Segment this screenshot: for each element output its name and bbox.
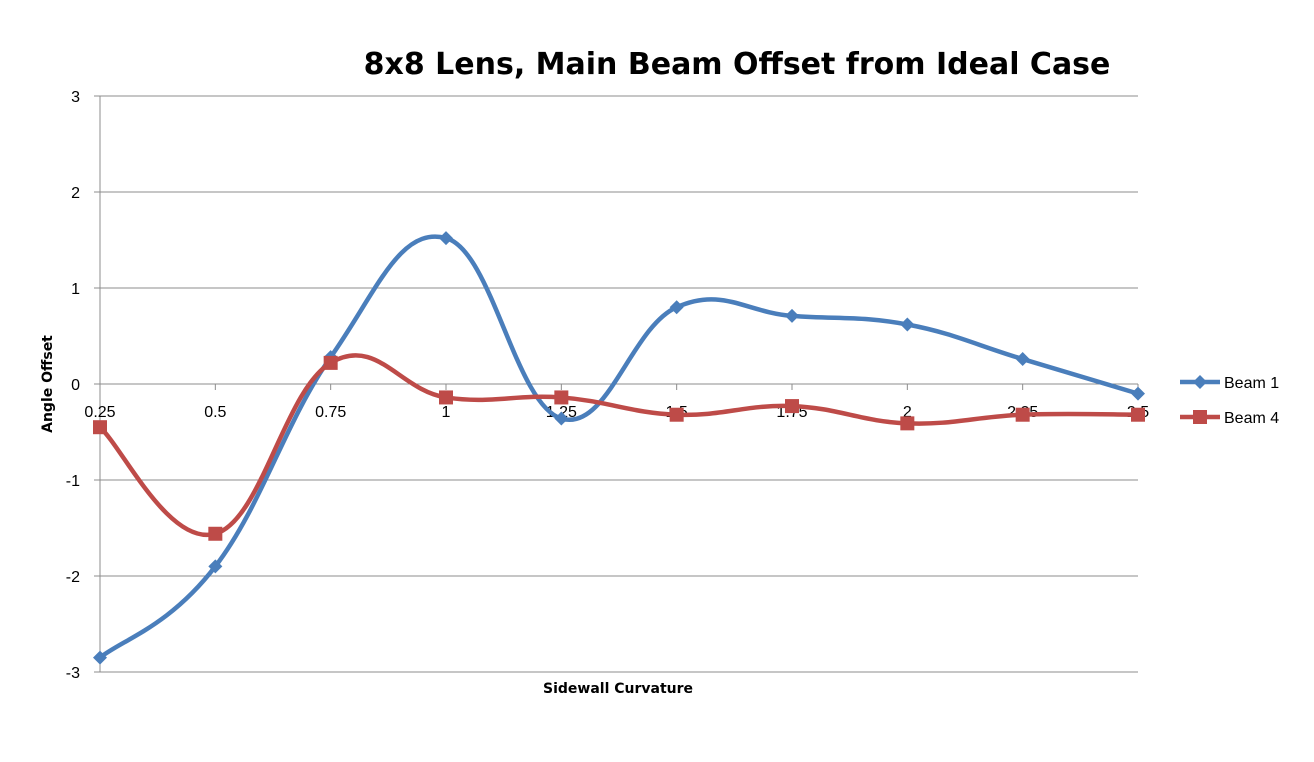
- y-tick-label: -1: [66, 473, 80, 490]
- data-point-beam-4: [1015, 407, 1030, 422]
- y-tick-label: 0: [71, 377, 80, 394]
- data-point-beam-1: [93, 650, 107, 665]
- x-tick-label: 0.5: [204, 404, 226, 421]
- data-point-beam-4: [785, 399, 799, 414]
- series-line-beam-1: [97, 234, 1141, 660]
- data-point-beam-1: [785, 308, 799, 323]
- data-point-beam-1: [439, 231, 453, 246]
- x-tick-label: 2: [903, 404, 912, 421]
- y-tick-label: 3: [71, 89, 80, 106]
- chart-title: 8x8 Lens, Main Beam Offset from Ideal Ca…: [364, 47, 1111, 82]
- legend-marker-beam-4: [1193, 410, 1207, 424]
- data-point-beam-4: [1131, 407, 1145, 422]
- data-point-beam-4: [93, 420, 107, 435]
- data-point-beam-1: [1131, 386, 1145, 401]
- legend-item-beam-4: Beam 4: [1180, 410, 1279, 427]
- gridlines: [94, 95, 1139, 673]
- series-lines: [97, 234, 1141, 660]
- data-point-beam-4: [439, 390, 453, 405]
- y-axis-label: Angle Offset: [40, 335, 56, 433]
- data-point-beam-4: [323, 355, 338, 370]
- data-point-beam-4: [900, 416, 915, 431]
- data-point-beam-1: [554, 411, 569, 426]
- y-tick-label: -3: [66, 665, 80, 682]
- x-tick-label: 1: [442, 404, 451, 421]
- x-tick-label: 0.25: [84, 404, 115, 421]
- data-point-beam-1: [1015, 352, 1030, 367]
- series-markers: [93, 231, 1145, 665]
- y-tick-labels: 3 2 1 0 -1 -2 -3: [66, 89, 80, 682]
- data-point-beam-4: [554, 390, 569, 405]
- legend-item-beam-1: Beam 1: [1180, 375, 1279, 392]
- data-point-beam-1: [669, 300, 684, 315]
- legend-label-beam-1: Beam 1: [1224, 375, 1279, 392]
- data-point-beam-1: [208, 559, 223, 574]
- y-tick-label: -2: [66, 569, 80, 586]
- y-tick-label: 1: [71, 281, 80, 298]
- data-point-beam-4: [208, 526, 223, 541]
- data-point-beam-4: [669, 407, 684, 422]
- data-point-beam-1: [900, 317, 915, 332]
- x-axis-label: Sidewall Curvature: [543, 681, 693, 697]
- legend-label-beam-4: Beam 4: [1224, 410, 1279, 427]
- y-tick-label: 2: [71, 185, 80, 202]
- x-tick-label: 0.75: [315, 404, 346, 421]
- series-line-beam-4: [97, 353, 1141, 538]
- legend: Beam 1 Beam 4: [1180, 375, 1279, 427]
- legend-marker-beam-1: [1193, 375, 1207, 389]
